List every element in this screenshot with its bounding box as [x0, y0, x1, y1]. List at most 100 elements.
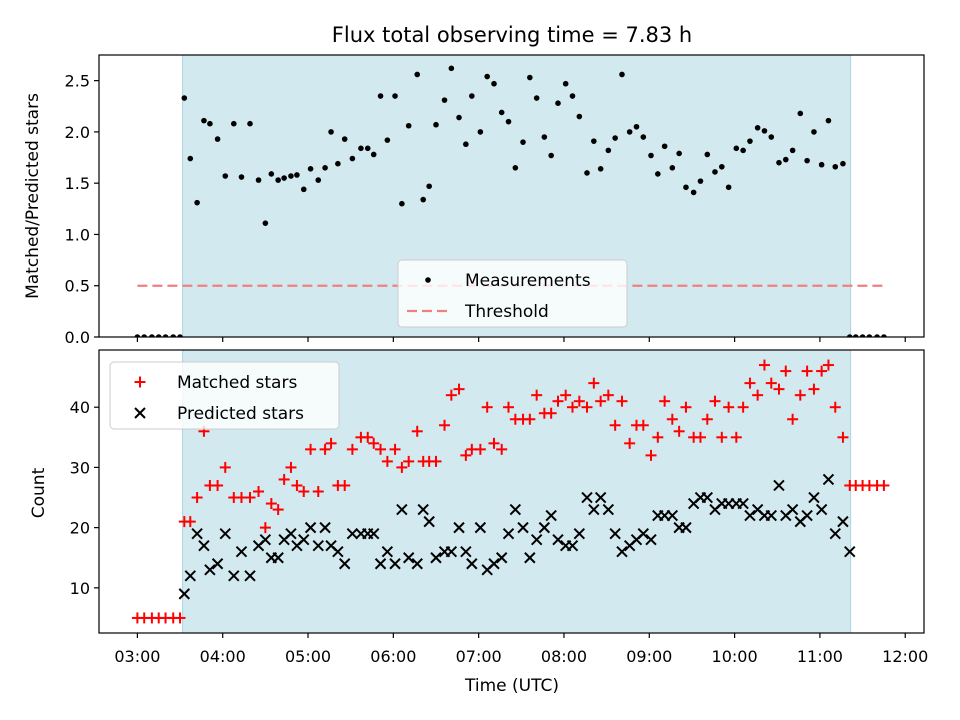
measurements-point [275, 177, 281, 183]
bottom-y-tick-label: 10 [70, 579, 90, 598]
predicted-stars-point [637, 527, 650, 540]
measurements-point [377, 93, 384, 99]
predicted-stars-point [312, 539, 324, 552]
matched-stars-point [362, 431, 374, 443]
top-y-tick-label: 2.5 [65, 72, 90, 91]
measurements-point [527, 74, 533, 81]
predicted-stars-point [259, 533, 272, 546]
measurements-point [811, 129, 817, 135]
legend-label: Predicted stars [177, 404, 304, 424]
measurements-point [441, 97, 448, 103]
measurements-point [155, 334, 162, 337]
predicted-stars-point [502, 527, 515, 540]
predicted-stars-point [737, 497, 749, 510]
predicted-stars-point [594, 491, 607, 504]
bottom-y-axis-label: Count [29, 467, 49, 518]
legend-predicted-stars-marker [134, 407, 146, 419]
matched-stars-point [878, 479, 890, 491]
measurements-point [477, 129, 484, 135]
predicted-stars-point [445, 546, 458, 558]
matched-stars-point [829, 401, 841, 413]
measurements-point [676, 150, 682, 157]
predicted-stars-point [829, 527, 841, 540]
matched-stars-point [709, 395, 721, 407]
measurements-point [469, 93, 475, 99]
predicted-stars-point [822, 473, 835, 486]
measurements-point [420, 196, 426, 203]
x-tick-label: 06:00 [370, 647, 416, 666]
predicted-stars-point [411, 558, 423, 570]
measurements-point [697, 178, 704, 184]
matched-stars-point [808, 383, 820, 395]
measurements-point [341, 136, 348, 142]
predicted-stars-point [219, 527, 231, 540]
measurements-point [789, 147, 796, 154]
measurements-point [719, 163, 725, 170]
matched-stars-point [765, 377, 777, 389]
measurements-point [149, 334, 155, 337]
predicted-stars-point [517, 521, 529, 534]
predicted-stars-point [460, 546, 472, 558]
predicted-stars-point [389, 558, 401, 570]
matched-stars-point [481, 401, 493, 413]
bottom-legend: Matched stars Predicted stars [109, 361, 340, 430]
measurements-point [648, 152, 654, 159]
matched-stars-point [460, 449, 472, 461]
measurements-point [533, 95, 540, 101]
matched-stars-point [291, 479, 303, 491]
measurements-point [605, 147, 612, 154]
measurements-point [426, 183, 432, 190]
matched-stars-point [319, 443, 331, 455]
measurements-point [733, 145, 740, 152]
x-axis-label: Time (UTC) [464, 676, 559, 696]
predicted-stars-point [680, 521, 692, 534]
predicted-stars-point [304, 521, 317, 534]
predicted-stars-point [844, 546, 856, 558]
matched-stars-point [701, 413, 713, 425]
matched-stars-point [837, 431, 849, 443]
top-y-axis-label: Matched/Predicted stars [23, 93, 43, 299]
measurements-point [392, 93, 398, 99]
matched-stars-point [560, 389, 572, 401]
predicted-stars-point [211, 558, 224, 570]
measurements-point [712, 169, 718, 175]
predicted-stars-point [808, 491, 820, 504]
x-tick-label: 11:00 [797, 647, 843, 666]
matched-stars-point [780, 365, 792, 377]
measurements-point [747, 138, 753, 144]
matched-stars-point [346, 443, 358, 455]
measurements-point [405, 122, 412, 129]
predicted-stars-point [744, 509, 756, 522]
x-tick-label: 10:00 [712, 647, 758, 666]
measurements-point [448, 65, 455, 72]
measurements-point [491, 80, 497, 87]
matched-stars-point [212, 479, 224, 491]
matched-stars-point [439, 419, 451, 431]
predicted-stars-point [509, 503, 522, 516]
measurements-point [859, 334, 866, 337]
bottom-y-tick-label: 20 [70, 519, 90, 538]
measurements-point [768, 134, 775, 140]
measurements-point [669, 165, 676, 171]
measurements-point [307, 166, 314, 172]
matched-stars-point [278, 473, 290, 485]
measurements-point [661, 143, 668, 150]
predicted-stars-point [272, 552, 284, 564]
x-tick-label: 12:00 [882, 647, 928, 666]
x-tick-label: 05:00 [285, 647, 331, 666]
top-y-tick-label: 2.0 [65, 123, 90, 142]
measurements-point [414, 71, 421, 78]
matched-stars-point [403, 455, 415, 467]
measurements-point [866, 334, 873, 337]
measurements-point [640, 134, 647, 140]
matched-stars-point [609, 419, 621, 431]
matched-stars-point [602, 389, 614, 401]
predicted-stars-point [786, 503, 799, 516]
measurements-point [569, 93, 576, 99]
matched-stars-point [694, 431, 706, 443]
chart-title: Flux total observing time = 7.83 h [332, 23, 692, 47]
matched-stars-point [624, 437, 636, 449]
measurements-point [754, 125, 761, 131]
predicted-stars-point [184, 570, 196, 582]
legend-box [397, 259, 628, 328]
